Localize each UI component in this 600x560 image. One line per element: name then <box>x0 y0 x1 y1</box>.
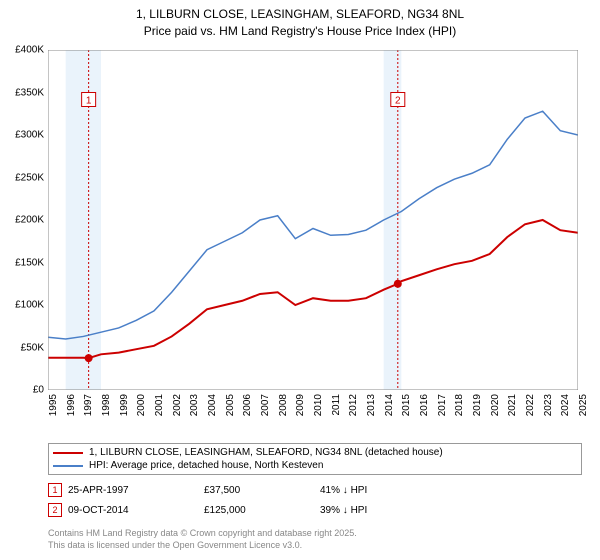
sale-marker-box: 1 <box>48 483 62 497</box>
x-tick-label: 2003 <box>189 394 200 416</box>
chart-title: 1, LILBURN CLOSE, LEASINGHAM, SLEAFORD, … <box>0 0 600 40</box>
sale-date: 09-OCT-2014 <box>68 505 198 516</box>
y-tick-label: £150K <box>15 257 44 268</box>
sale-price: £125,000 <box>204 505 314 516</box>
sale-row: 2 09-OCT-2014 £125,000 39% ↓ HPI <box>48 500 367 520</box>
x-tick-label: 2014 <box>384 394 395 416</box>
x-tick-label: 2006 <box>242 394 253 416</box>
x-tick-label: 1998 <box>101 394 112 416</box>
title-line-1: 1, LILBURN CLOSE, LEASINGHAM, SLEAFORD, … <box>0 6 600 23</box>
x-axis: 1995 1996 1997 1998 1999 2000 2001 2002 2003 2004… <box>48 390 578 440</box>
x-tick-label: 2017 <box>437 394 448 416</box>
x-tick-label: 2016 <box>419 394 430 416</box>
sale-pct: 41% ↓ HPI <box>320 485 367 496</box>
x-tick-label: 2001 <box>154 394 165 416</box>
sale-date: 25-APR-1997 <box>68 485 198 496</box>
x-tick-label: 2021 <box>507 394 518 416</box>
x-tick-label: 2020 <box>490 394 501 416</box>
x-tick-label: 1996 <box>66 394 77 416</box>
x-tick-label: 2005 <box>225 394 236 416</box>
legend: 1, LILBURN CLOSE, LEASINGHAM, SLEAFORD, … <box>48 443 582 475</box>
x-tick-label: 2018 <box>454 394 465 416</box>
footer: Contains HM Land Registry data © Crown c… <box>48 528 357 551</box>
sale-pct: 39% ↓ HPI <box>320 505 367 516</box>
legend-item: HPI: Average price, detached house, Nort… <box>53 459 577 472</box>
plot-svg: 12 <box>48 50 578 390</box>
y-tick-label: £350K <box>15 87 44 98</box>
svg-text:2: 2 <box>395 96 401 107</box>
x-tick-label: 2007 <box>260 394 271 416</box>
x-tick-label: 2000 <box>136 394 147 416</box>
x-tick-label: 2019 <box>472 394 483 416</box>
x-tick-label: 2011 <box>331 394 342 416</box>
y-tick-label: £200K <box>15 215 44 226</box>
sale-marker-box: 2 <box>48 503 62 517</box>
x-tick-label: 2012 <box>348 394 359 416</box>
plot-area: 12 <box>48 50 578 390</box>
y-tick-label: £400K <box>15 45 44 56</box>
x-tick-label: 2002 <box>172 394 183 416</box>
x-tick-label: 2008 <box>278 394 289 416</box>
x-tick-label: 2013 <box>366 394 377 416</box>
x-tick-label: 2010 <box>313 394 324 416</box>
x-tick-label: 2024 <box>560 394 571 416</box>
y-tick-label: £50K <box>21 342 44 353</box>
legend-swatch <box>53 452 83 454</box>
x-tick-label: 1995 <box>48 394 59 416</box>
x-tick-label: 2009 <box>295 394 306 416</box>
x-tick-label: 1999 <box>119 394 130 416</box>
svg-text:1: 1 <box>86 96 92 107</box>
x-tick-label: 2023 <box>543 394 554 416</box>
x-tick-label: 2015 <box>401 394 412 416</box>
sales-table: 1 25-APR-1997 £37,500 41% ↓ HPI 2 09-OCT-2014… <box>48 480 367 520</box>
chart-container: 1, LILBURN CLOSE, LEASINGHAM, SLEAFORD, … <box>0 0 600 560</box>
legend-item: 1, LILBURN CLOSE, LEASINGHAM, SLEAFORD, … <box>53 446 577 459</box>
y-tick-label: £100K <box>15 300 44 311</box>
y-axis: £0£50K£100K£150K£200K£250K£300K£350K£400… <box>0 50 48 390</box>
x-tick-label: 1997 <box>83 394 94 416</box>
title-line-2: Price paid vs. HM Land Registry's House … <box>0 23 600 40</box>
footer-line-1: Contains HM Land Registry data © Crown c… <box>48 528 357 540</box>
sale-price: £37,500 <box>204 485 314 496</box>
y-tick-label: £0 <box>33 385 44 396</box>
y-tick-label: £300K <box>15 130 44 141</box>
sale-row: 1 25-APR-1997 £37,500 41% ↓ HPI <box>48 480 367 500</box>
legend-label: 1, LILBURN CLOSE, LEASINGHAM, SLEAFORD, … <box>89 447 443 458</box>
legend-swatch <box>53 465 83 467</box>
x-tick-label: 2025 <box>578 394 589 416</box>
footer-line-2: This data is licensed under the Open Gov… <box>48 540 357 552</box>
legend-label: HPI: Average price, detached house, Nort… <box>89 460 323 471</box>
x-tick-label: 2004 <box>207 394 218 416</box>
y-tick-label: £250K <box>15 172 44 183</box>
x-tick-label: 2022 <box>525 394 536 416</box>
